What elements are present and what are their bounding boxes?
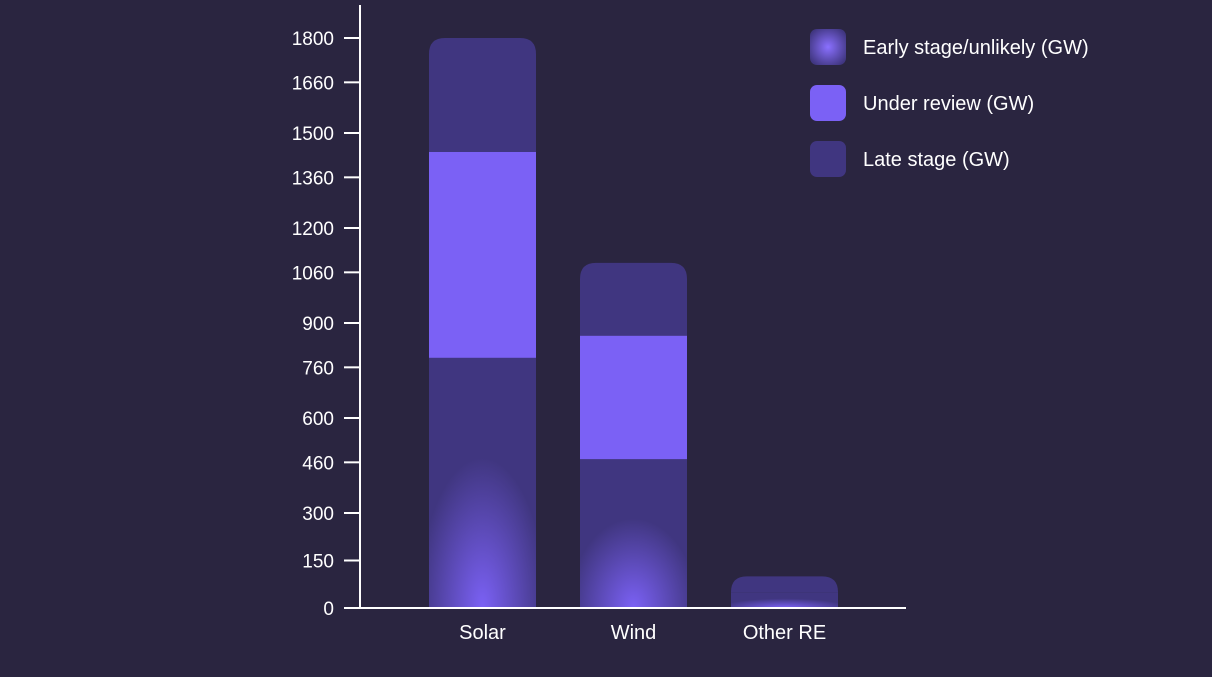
y-tick-label: 1500 (292, 124, 334, 145)
y-tick-label: 1800 (292, 29, 334, 50)
legend-swatch (810, 85, 846, 121)
legend-label: Under review (GW) (863, 93, 1034, 115)
y-tick-label: 1360 (292, 168, 334, 189)
y-tick-label: 150 (302, 552, 334, 573)
legend: Early stage/unlikely (GW) Under review (G… (810, 29, 1089, 177)
y-tick-label: 1200 (292, 219, 334, 240)
legend-swatch (810, 29, 846, 65)
y-tick-label: 900 (302, 314, 334, 335)
y-axis: 0 150 300 460 600 760 900 1060 1200 1360 1500 1660 1… (292, 5, 361, 620)
bar-wind-under-review-gw (580, 335, 687, 460)
y-tick-label: 760 (302, 358, 334, 379)
legend-swatch (810, 141, 846, 177)
bar-solar-late-stage-gw (429, 38, 536, 152)
bar-solar-early-stage-unlikely-gw (429, 357, 536, 608)
x-tick-label: Solar (459, 622, 506, 644)
y-tick-label: 1660 (292, 73, 334, 94)
y-tick-label: 300 (302, 504, 334, 525)
bar-other-re-early-stage-unlikely-gw (731, 592, 838, 608)
x-tick-label: Other RE (743, 622, 826, 644)
bar-other-re-late-stage-gw (731, 576, 838, 593)
y-tick-label: 0 (323, 599, 334, 620)
x-tick-label: Wind (611, 622, 657, 644)
y-tick-label: 1060 (292, 263, 334, 284)
y-tick-label: 600 (302, 409, 334, 430)
y-tick-label: 460 (302, 453, 334, 474)
bar-wind-early-stage-unlikely-gw (580, 459, 687, 608)
bars (429, 38, 838, 608)
bar-wind-late-stage-gw (580, 262, 687, 336)
x-axis: Solar Wind Other RE (344, 607, 906, 644)
bar-solar-under-review-gw (429, 152, 536, 358)
legend-label: Early stage/unlikely (GW) (863, 37, 1089, 59)
legend-label: Late stage (GW) (863, 149, 1010, 171)
